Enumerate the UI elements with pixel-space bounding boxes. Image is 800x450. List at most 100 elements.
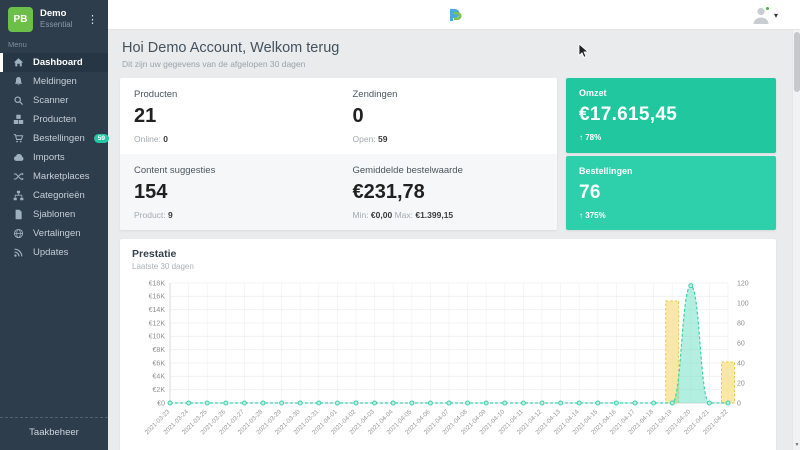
sidebar-item-marketplaces[interactable]: Marketplaces — [0, 167, 108, 186]
stat-value: €231,78 — [353, 181, 544, 204]
globe-icon — [13, 228, 24, 239]
stat-subtext: Product: 9 — [134, 210, 325, 220]
svg-text:100: 100 — [737, 300, 749, 307]
trend-indicator: ↑ 375% — [579, 211, 763, 220]
sidebar-item-sjablonen[interactable]: Sjablonen — [0, 205, 108, 224]
sidebar-item-label: Marketplaces — [33, 171, 90, 182]
stat-subtext: Online: 0 — [134, 134, 325, 144]
sidebar-item-producten[interactable]: Producten — [0, 110, 108, 129]
chart-subtitle: Laatste 30 dagen — [132, 262, 764, 271]
sidebar-item-label: Imports — [33, 152, 65, 163]
stat-card-producten: Producten21Online: 0 — [120, 78, 339, 154]
bell-icon — [13, 76, 24, 87]
svg-text:€12K: €12K — [149, 320, 166, 327]
highlight-value: €17.615,45 — [579, 104, 763, 126]
user-avatar-icon — [751, 5, 771, 25]
sidebar-item-label: Sjablonen — [33, 209, 75, 220]
sidebar-item-categorieën[interactable]: Categorieën — [0, 186, 108, 205]
sidebar-item-label: Scanner — [33, 95, 68, 106]
dashboard-main: Hoi Demo Account, Welkom terug Dit zijn … — [108, 30, 800, 450]
file-icon — [13, 209, 24, 220]
stats-section: Producten21Online: 0 Zendingen0Open: 59 … — [120, 78, 776, 230]
chart-title: Prestatie — [132, 248, 764, 260]
svg-text:€8K: €8K — [153, 347, 166, 354]
sidebar-item-taakbeheer[interactable]: Taakbeheer — [0, 417, 108, 450]
sidebar-item-label: Vertalingen — [33, 228, 81, 239]
svg-text:0: 0 — [737, 400, 741, 407]
svg-text:€4K: €4K — [153, 374, 166, 381]
sidebar-item-imports[interactable]: Imports — [0, 148, 108, 167]
topbar: ▾ — [108, 0, 800, 30]
app-window: PB Demo Essential ⋮ Menu Dashboard Meldin… — [0, 0, 800, 450]
highlight-cards: Omzet€17.615,45↑ 78%Bestellingen76↑ 375% — [566, 78, 776, 230]
x-axis-labels: 2021-03-232021-03-242021-03-252021-03-26… — [144, 408, 730, 436]
left-axis-labels: €0 €2K €4K €6K €8K €10K €12K €14K €16K €18K — [149, 280, 166, 407]
stat-value: 154 — [134, 181, 325, 204]
stat-label: Zendingen — [353, 89, 544, 100]
stat-card-gemiddelde-bestelwaarde: Gemiddelde bestelwaarde €231,78 Min: €0,00… — [339, 154, 558, 230]
shuffle-icon — [13, 171, 24, 182]
sidebar-item-label: Dashboard — [33, 57, 83, 68]
trend-value: 375% — [585, 211, 605, 220]
svg-text:20: 20 — [737, 380, 745, 387]
sidebar-item-vertalingen[interactable]: Vertalingen — [0, 224, 108, 243]
kebab-menu-icon[interactable]: ⋮ — [83, 13, 102, 26]
search-icon — [13, 95, 24, 106]
stat-label: Gemiddelde bestelwaarde — [353, 165, 544, 176]
scrollbar-thumb[interactable] — [794, 32, 800, 92]
online-status-dot — [765, 6, 770, 11]
sidebar-item-label: Producten — [33, 114, 76, 125]
content-pane: ▾ Hoi Demo Account, Welkom terug Dit zij… — [108, 0, 800, 450]
sidebar-item-scanner[interactable]: Scanner — [0, 91, 108, 110]
svg-text:€10K: €10K — [149, 334, 166, 341]
performance-chart: €0€2K€4K€6K€8K€10K€12K€14K€16K€18K020406… — [132, 275, 764, 450]
account-logo: PB — [8, 7, 33, 32]
svg-text:120: 120 — [737, 280, 749, 287]
svg-text:€6K: €6K — [153, 360, 166, 367]
scrollbar-down-arrow[interactable]: ▼ — [793, 441, 800, 450]
svg-text:€2K: €2K — [153, 387, 166, 394]
stat-card-content-suggesties: Content suggesties 154 Product: 9 — [120, 154, 339, 230]
svg-text:60: 60 — [737, 340, 745, 347]
cloud-upload-icon — [13, 152, 24, 163]
menu-section-label: Menu — [0, 38, 108, 53]
page-subtitle: Dit zijn uw gegevens van de afgelopen 30… — [122, 59, 776, 69]
performance-panel: Prestatie Laatste 30 dagen €0 €2K €4K €6K €8… — [120, 239, 776, 450]
highlight-card-omzet: Omzet €17.615,45 ↑ 78% — [566, 78, 776, 153]
user-menu[interactable]: ▾ — [751, 5, 778, 25]
sidebar-item-updates[interactable]: Updates — [0, 243, 108, 262]
svg-text:€0: €0 — [157, 400, 165, 407]
caret-down-icon: ▾ — [774, 11, 778, 20]
right-axis-labels: 020406080100120 — [737, 280, 749, 407]
stat-value: 0 — [353, 105, 544, 128]
sidebar-item-bestellingen[interactable]: Bestellingen59 — [0, 129, 108, 148]
page-title: Hoi Demo Account, Welkom terug — [122, 40, 776, 56]
rss-icon — [13, 247, 24, 258]
sidebar-item-label: Updates — [33, 247, 68, 258]
sitemap-icon — [13, 190, 24, 201]
stat-subtext: Min: €0,00 Max: €1.399,15 — [353, 210, 544, 220]
sidebar: PB Demo Essential ⋮ Menu Dashboard Meldin… — [0, 0, 108, 450]
svg-text:€14K: €14K — [149, 307, 166, 314]
sidebar-item-dashboard[interactable]: Dashboard — [0, 53, 108, 72]
home-icon — [13, 57, 24, 68]
cart-icon — [13, 133, 24, 144]
svg-text:€16K: €16K — [149, 294, 166, 301]
chart-grid — [170, 283, 728, 403]
boxes-icon — [13, 114, 24, 125]
stat-label: Content suggesties — [134, 165, 325, 176]
highlight-label: Omzet — [579, 88, 763, 98]
trend-value: 78% — [585, 133, 601, 142]
chart-area: €0€2K€4K€6K€8K€10K€12K€14K€16K€18K020406… — [132, 275, 764, 450]
brand-logo-icon — [446, 7, 462, 23]
svg-text:80: 80 — [737, 320, 745, 327]
orders-badge: 59 — [94, 134, 109, 143]
account-name: Demo — [40, 9, 76, 20]
sidebar-menu: Dashboard Meldingen Scanner Producten Bestel… — [0, 53, 108, 262]
sidebar-item-label: Meldingen — [33, 76, 77, 87]
page-scrollbar[interactable]: ▼ — [792, 30, 800, 450]
sidebar-item-meldingen[interactable]: Meldingen — [0, 72, 108, 91]
trend-indicator: ↑ 78% — [579, 133, 763, 142]
account-header[interactable]: PB Demo Essential ⋮ — [0, 0, 108, 38]
svg-text:€18K: €18K — [149, 280, 166, 287]
